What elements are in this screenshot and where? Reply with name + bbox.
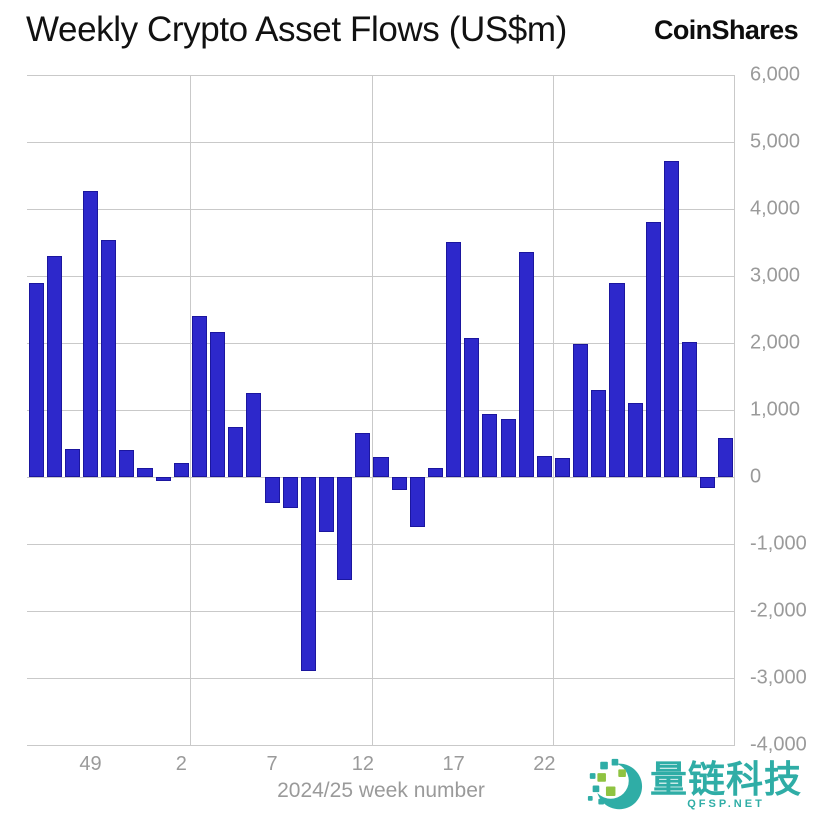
plot-area bbox=[27, 74, 735, 746]
bar-week-49 bbox=[82, 190, 99, 477]
gridline-y--3000 bbox=[27, 677, 735, 679]
bar-week-22 bbox=[536, 455, 552, 477]
gridline-x bbox=[371, 75, 373, 745]
gridline-y--1000 bbox=[27, 543, 735, 545]
bar-week-11 bbox=[337, 477, 353, 580]
bar-week-48 bbox=[64, 448, 80, 477]
x-tick-label-2: 2 bbox=[175, 753, 187, 775]
bar-week-32 bbox=[718, 438, 734, 477]
bar-week-30 bbox=[682, 341, 698, 477]
y-tick-label: -2,000 bbox=[750, 599, 807, 622]
x-tick-label-12: 12 bbox=[351, 753, 374, 775]
watermark-text: 量链科技 QFSP.NET bbox=[650, 758, 802, 811]
bar-week-18 bbox=[464, 337, 480, 477]
bar-week-27 bbox=[627, 403, 643, 477]
bar-week-2 bbox=[173, 462, 189, 477]
bar-week-3 bbox=[191, 316, 208, 477]
watermark: 量链科技 QFSP.NET bbox=[586, 757, 802, 814]
gridline-y-2000 bbox=[27, 342, 735, 344]
gridline-y--2000 bbox=[27, 610, 735, 612]
plot-right-border bbox=[734, 75, 735, 745]
y-tick-label: 1,000 bbox=[750, 398, 801, 421]
y-tick-label: -4,000 bbox=[750, 733, 807, 756]
bar-week-26 bbox=[609, 283, 625, 477]
bar-week-23 bbox=[554, 457, 571, 477]
gridline-x bbox=[190, 75, 192, 745]
bar-week-51 bbox=[119, 450, 135, 477]
y-tick-label: 5,000 bbox=[750, 130, 801, 153]
bar-week-5 bbox=[228, 426, 244, 477]
x-tick-label-22: 22 bbox=[533, 753, 556, 775]
x-tick-label-17: 17 bbox=[442, 753, 465, 775]
bar-week-20 bbox=[500, 418, 516, 477]
bar-week-47 bbox=[46, 255, 62, 477]
bar-week-6 bbox=[246, 393, 262, 477]
page-title: Weekly Crypto Asset Flows (US$m) bbox=[26, 10, 567, 49]
bar-week-7 bbox=[264, 477, 280, 504]
bar-week-28 bbox=[645, 222, 661, 477]
y-tick-label: 4,000 bbox=[750, 197, 801, 220]
bar-week-17 bbox=[446, 241, 462, 477]
gridline-y-0 bbox=[27, 476, 735, 478]
watermark-cn-text: 量链科技 bbox=[650, 758, 802, 800]
watermark-en-text: QFSP.NET bbox=[687, 798, 765, 811]
x-tick-label-7: 7 bbox=[266, 753, 278, 775]
bar-week-19 bbox=[482, 414, 498, 477]
bar-week-14 bbox=[391, 477, 407, 490]
y-tick-label: 6,000 bbox=[750, 63, 801, 86]
bar-week-50 bbox=[101, 239, 117, 477]
y-tick-label: -1,000 bbox=[750, 532, 807, 555]
gridline-y-6000 bbox=[27, 74, 735, 76]
bar-week-8 bbox=[282, 477, 298, 508]
coinshares-logo: CoinShares bbox=[653, 15, 799, 45]
bar-week-31 bbox=[700, 477, 716, 488]
qfsp-logo-icon bbox=[587, 758, 643, 810]
bar-week-12 bbox=[355, 432, 371, 477]
x-tick-label-49: 49 bbox=[79, 753, 102, 775]
bar-week-1 bbox=[155, 477, 171, 482]
y-tick-label: 3,000 bbox=[750, 264, 801, 287]
bar-week-21 bbox=[518, 251, 534, 477]
bar-week-15 bbox=[409, 477, 425, 527]
bar-week-25 bbox=[591, 389, 607, 477]
y-tick-label: 0 bbox=[750, 465, 762, 488]
x-axis-title: 2024/25 week number bbox=[277, 779, 485, 802]
bar-week-46 bbox=[28, 282, 44, 477]
gridline-y-3000 bbox=[27, 275, 735, 277]
bar-week-16 bbox=[427, 468, 444, 477]
bar-week-52 bbox=[137, 468, 153, 477]
bar-week-10 bbox=[318, 477, 335, 532]
bar-week-29 bbox=[663, 160, 680, 477]
bar-week-24 bbox=[573, 343, 589, 477]
bar-week-13 bbox=[373, 456, 389, 477]
gridline-y-4000 bbox=[27, 208, 735, 210]
bar-week-9 bbox=[300, 477, 316, 672]
bar-week-4 bbox=[210, 332, 226, 477]
y-tick-label: 2,000 bbox=[750, 331, 801, 354]
y-tick-label: -3,000 bbox=[750, 666, 807, 689]
gridline-y-1000 bbox=[27, 409, 735, 411]
gridline-y--4000 bbox=[27, 744, 735, 746]
gridline-x bbox=[553, 75, 555, 745]
gridline-y-5000 bbox=[27, 141, 735, 143]
